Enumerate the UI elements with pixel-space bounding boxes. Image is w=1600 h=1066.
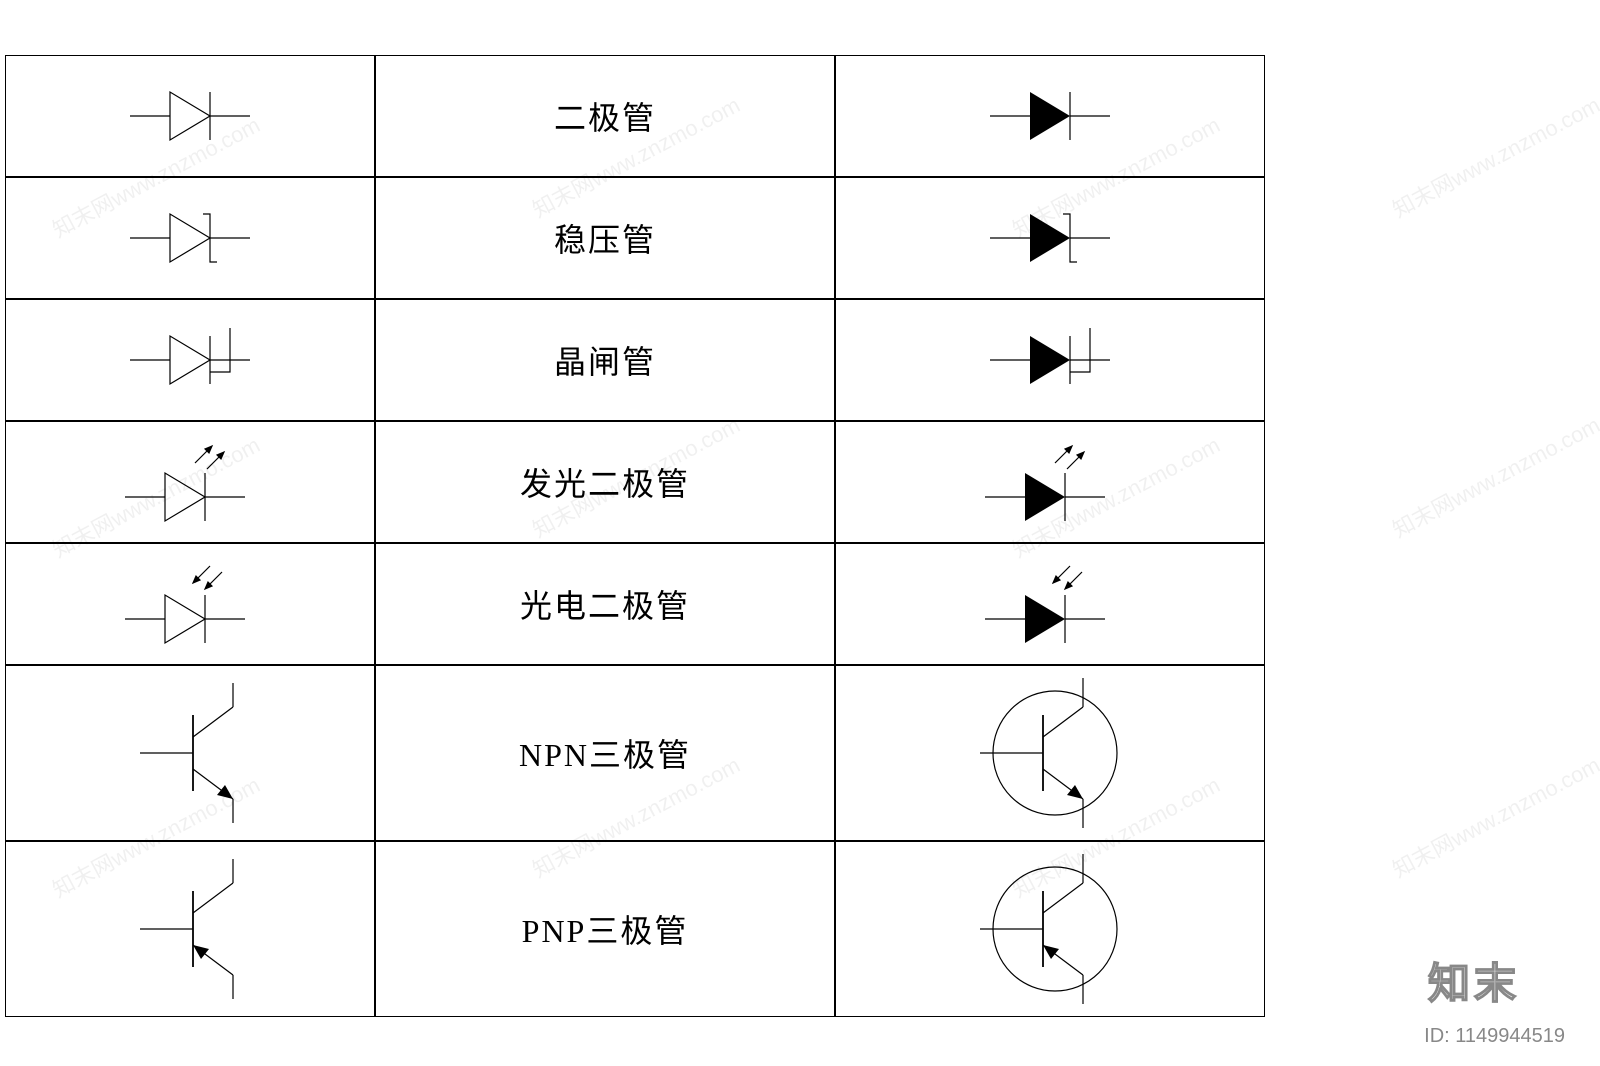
label-cell: 稳压管 [375,177,835,299]
npn-plain-icon [105,673,275,833]
symbol-cell-npn-plain [5,665,375,841]
table-row: 晶闸管 [5,299,1265,421]
diode-filled-icon [975,71,1125,161]
table-row: NPN三极管 [5,665,1265,841]
label-cell: 发光二极管 [375,421,835,543]
component-label: 稳压管 [554,215,656,261]
symbol-cell-zener-outline [5,177,375,299]
label-cell: 晶闸管 [375,299,835,421]
pnp-plain-icon [105,849,275,1009]
symbol-cell-thyristor-filled [835,299,1265,421]
table-row: 二极管 [5,55,1265,177]
zener-filled-icon [975,193,1125,283]
component-label: 二极管 [554,93,656,139]
led-filled-icon [970,427,1130,537]
watermark-text: 知末网www.znzmo.com [1386,748,1600,885]
label-cell: 光电二极管 [375,543,835,665]
table-row: 稳压管 [5,177,1265,299]
led-outline-icon [110,427,270,537]
symbol-cell-diode-outline [5,55,375,177]
component-label: PNP三极管 [522,906,689,952]
label-cell: NPN三极管 [375,665,835,841]
symbol-cell-npn-circle [835,665,1265,841]
symbol-cell-zener-filled [835,177,1265,299]
component-label: NPN三极管 [519,730,691,776]
symbol-cell-led-outline [5,421,375,543]
symbol-cell-thyristor-outline [5,299,375,421]
photodiode-filled-icon [970,549,1130,659]
table-row: PNP三极管 [5,841,1265,1017]
diode-outline-icon [115,71,265,161]
label-cell: 二极管 [375,55,835,177]
label-cell: PNP三极管 [375,841,835,1017]
photodiode-outline-icon [110,549,270,659]
component-label: 晶闸管 [554,337,656,383]
symbol-cell-pnp-circle [835,841,1265,1017]
component-label: 光电二极管 [520,581,690,627]
thyristor-filled-icon [975,310,1125,410]
symbol-cell-led-filled [835,421,1265,543]
table-row: 发光二极管 [5,421,1265,543]
symbol-cell-diode-filled [835,55,1265,177]
component-label: 发光二极管 [520,459,690,505]
pnp-circle-icon [955,844,1145,1014]
watermark-text: 知末网www.znzmo.com [1386,88,1600,225]
thyristor-outline-icon [115,310,265,410]
symbol-cell-photodiode-filled [835,543,1265,665]
zener-outline-icon [115,193,265,283]
symbol-cell-photodiode-outline [5,543,375,665]
brand-logo-text: 知末 [1428,950,1520,1011]
npn-circle-icon [955,668,1145,838]
component-symbol-table: 二极管 稳压管 [5,55,1265,1017]
watermark-text: 知末网www.znzmo.com [1386,408,1600,545]
table-row: 光电二极管 [5,543,1265,665]
symbol-cell-pnp-plain [5,841,375,1017]
resource-id: ID: 1149944519 [1424,1025,1565,1048]
